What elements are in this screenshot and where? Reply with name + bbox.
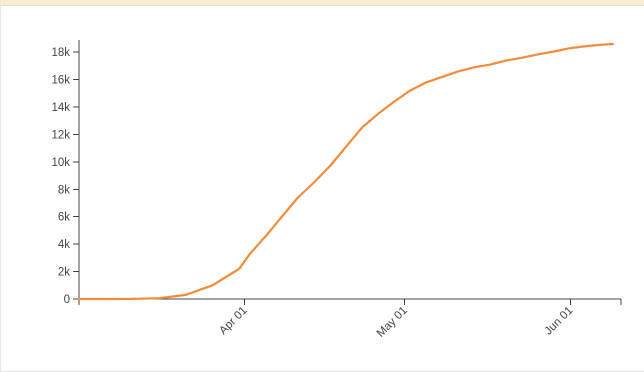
y-axis: 0 2k 4k 6k 8k 10k 12k 14k 16k 18k (51, 40, 80, 306)
x-tick-label: Apr 01 (217, 305, 249, 337)
y-tick-label: 16k (51, 75, 70, 87)
series-line (77, 42, 615, 301)
y-tick-label: 14k (51, 102, 70, 114)
x-tick-label: May 01 (375, 305, 410, 340)
x-axis: Apr 01 May 01 Jun 01 (78, 298, 622, 340)
y-tick-label: 18k (51, 47, 70, 59)
y-tick-label: 2k (58, 267, 70, 279)
y-tick-label: 10k (51, 157, 70, 169)
y-tick-label: 4k (58, 239, 70, 251)
y-tick-label: 12k (51, 129, 70, 141)
plot-area (77, 42, 615, 301)
top-banner-strip (1, 0, 644, 6)
x-tick-label: Jun 01 (542, 305, 575, 338)
y-tick-label: 0 (64, 294, 70, 306)
y-tick-label: 8k (58, 184, 70, 196)
y-tick-label: 6k (58, 212, 70, 224)
